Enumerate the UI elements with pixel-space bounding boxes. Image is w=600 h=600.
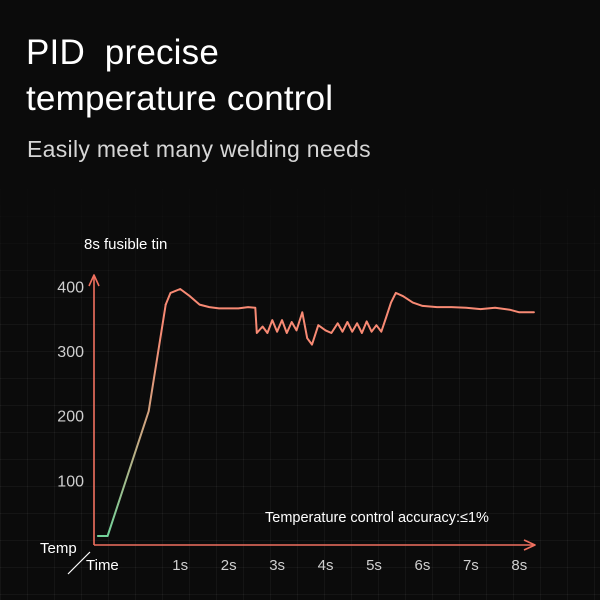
- title-line-2: temperature control: [26, 79, 334, 118]
- x-axis-arrow: [523, 539, 536, 551]
- x-tick-label: 2s: [221, 557, 237, 574]
- title-line-1: PID precise: [26, 33, 220, 72]
- x-tick-label: 6s: [415, 557, 431, 574]
- x-tick-label: 7s: [463, 557, 479, 574]
- x-tick-label: 1s: [172, 557, 188, 574]
- y-axis-label: Temp: [40, 540, 77, 557]
- temperature-series-line: [164, 288, 535, 346]
- x-axis-label: Time: [86, 557, 119, 574]
- y-tick-label: 100: [57, 473, 84, 490]
- heating-ramp-line: [96, 303, 167, 537]
- y-tick-label: 300: [57, 344, 84, 361]
- x-tick-label: 5s: [366, 557, 382, 574]
- chart-title: 8s fusible tin: [84, 236, 167, 253]
- x-tick-label: 3s: [269, 557, 285, 574]
- accuracy-annotation: Temperature control accuracy:≤1%: [265, 510, 489, 526]
- page-title: PID precise temperature control: [26, 30, 333, 122]
- x-tick-label: 4s: [318, 557, 334, 574]
- y-tick-label: 400: [57, 279, 84, 296]
- y-axis-arrow: [88, 274, 100, 287]
- page-subtitle: Easily meet many welding needs: [27, 136, 371, 162]
- x-tick-label: 8s: [511, 557, 527, 574]
- origin-divider: [67, 551, 91, 575]
- y-tick-label: 200: [57, 409, 84, 426]
